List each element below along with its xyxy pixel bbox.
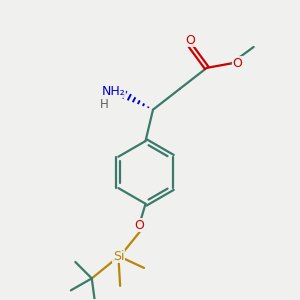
Text: H: H: [100, 98, 109, 111]
Text: O: O: [135, 219, 145, 232]
Text: Si: Si: [113, 250, 124, 262]
Text: O: O: [233, 57, 243, 70]
Text: O: O: [185, 34, 195, 46]
Text: NH₂: NH₂: [101, 85, 125, 98]
